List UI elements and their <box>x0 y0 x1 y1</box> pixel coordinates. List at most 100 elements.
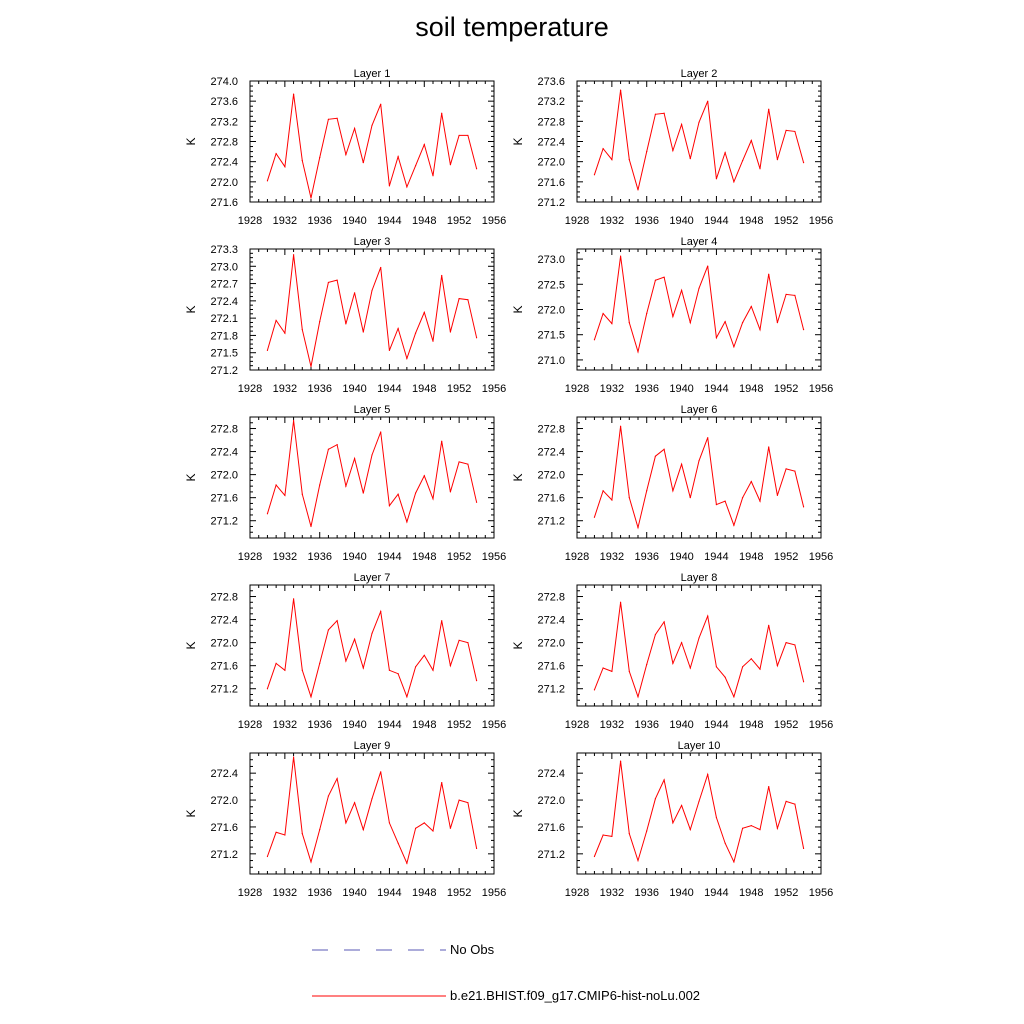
data-point <box>672 490 674 492</box>
y-tick-label: 272.0 <box>537 470 565 482</box>
data-point <box>663 448 665 450</box>
data-point <box>663 779 665 781</box>
x-tick-label: 1940 <box>669 887 693 899</box>
x-tick-label: 1928 <box>238 719 262 731</box>
x-tick-label: 1948 <box>739 887 763 899</box>
data-point <box>802 681 805 683</box>
data-point <box>689 829 691 831</box>
data-point <box>654 279 657 281</box>
data-point <box>619 89 622 91</box>
y-tick-label: 272.8 <box>210 137 238 149</box>
data-point <box>802 329 805 331</box>
data-point <box>336 279 338 281</box>
x-tick-label: 1952 <box>447 887 471 899</box>
data-point <box>414 492 417 494</box>
data-point <box>768 446 770 448</box>
y-tick-label: 271.2 <box>210 849 238 861</box>
data-point <box>432 498 434 500</box>
x-tick-label: 1932 <box>273 551 297 563</box>
data-point <box>689 497 691 499</box>
data-point <box>423 311 425 313</box>
data-point <box>301 329 303 331</box>
panel-title: Layer 7 <box>354 572 391 584</box>
data-point <box>423 654 425 656</box>
data-point <box>380 431 382 433</box>
y-axis-label: K <box>511 305 525 313</box>
data-point <box>353 127 356 129</box>
y-tick-label: 273.0 <box>537 254 565 266</box>
y-tick-label: 272.0 <box>210 177 238 189</box>
data-point <box>741 497 744 499</box>
y-tick-label: 271.6 <box>537 661 565 673</box>
x-tick-label: 1956 <box>482 551 506 563</box>
data-point <box>785 642 787 644</box>
data-point <box>776 494 779 496</box>
data-point <box>768 273 770 275</box>
data-point <box>715 503 718 506</box>
data-point <box>336 777 338 780</box>
panel-title: Layer 2 <box>681 68 718 80</box>
data-point <box>310 696 312 698</box>
data-point <box>475 337 478 339</box>
data-point <box>768 108 770 110</box>
data-point <box>301 160 303 162</box>
x-tick-label: 1948 <box>739 215 763 227</box>
data-point <box>724 842 726 844</box>
panel-9: Layer 9 K 1928 1932 1936 1940 1944 1948 1952 1956… <box>184 740 506 899</box>
y-tick-label: 271.2 <box>537 516 565 528</box>
data-point <box>301 669 303 671</box>
data-point <box>611 323 613 325</box>
y-tick-label: 271.2 <box>537 849 565 861</box>
data-point <box>336 117 338 119</box>
data-point <box>619 601 622 603</box>
data-point <box>371 798 373 800</box>
data-point <box>345 660 347 662</box>
data-point <box>327 795 330 797</box>
x-tick-label: 1936 <box>307 887 331 899</box>
y-tick-label: 271.6 <box>537 822 565 834</box>
y-tick-label: 272.0 <box>537 305 565 317</box>
x-tick-label: 1936 <box>634 719 658 731</box>
x-tick-label: 1940 <box>669 215 693 227</box>
data-point <box>654 113 657 115</box>
x-tick-label: 1936 <box>634 551 658 563</box>
y-tick-label: 272.4 <box>537 447 565 459</box>
data-point <box>292 93 295 95</box>
data-point <box>759 500 761 502</box>
data-point <box>449 331 452 333</box>
x-tick-label: 1952 <box>774 215 798 227</box>
data-point <box>654 455 657 457</box>
panel-title: Layer 3 <box>354 236 391 248</box>
y-tick-label: 272.8 <box>537 592 565 604</box>
x-tick-label: 1952 <box>447 719 471 731</box>
data-point <box>449 827 452 829</box>
data-point <box>715 816 718 819</box>
x-tick-label: 1936 <box>634 887 658 899</box>
data-point <box>628 833 630 835</box>
data-point <box>785 468 787 470</box>
panel-6: Layer 6 K 1928 1932 1936 1940 1944 1948 1952 1956… <box>511 404 833 563</box>
data-point <box>602 667 604 669</box>
data-point <box>672 149 674 152</box>
data-point <box>388 349 391 352</box>
data-point <box>284 834 286 836</box>
data-point <box>663 276 665 278</box>
data-point <box>423 475 425 477</box>
figure-title: soil temperature <box>415 12 609 42</box>
data-point <box>292 254 295 256</box>
data-point <box>672 315 674 318</box>
data-point <box>371 632 373 635</box>
data-point <box>266 855 269 858</box>
data-point <box>301 833 303 835</box>
data-point <box>802 506 805 508</box>
x-tick-label: 1956 <box>809 551 833 563</box>
data-point <box>432 669 434 671</box>
data-point <box>327 629 330 631</box>
y-axis-label: K <box>511 473 525 481</box>
data-point <box>646 663 648 666</box>
y-tick-label: 272.4 <box>537 768 565 780</box>
y-tick-label: 271.6 <box>210 493 238 505</box>
data-point <box>628 322 630 324</box>
panel-7: Layer 7 K 1928 1932 1936 1940 1944 1948 1952 1956… <box>184 572 506 731</box>
